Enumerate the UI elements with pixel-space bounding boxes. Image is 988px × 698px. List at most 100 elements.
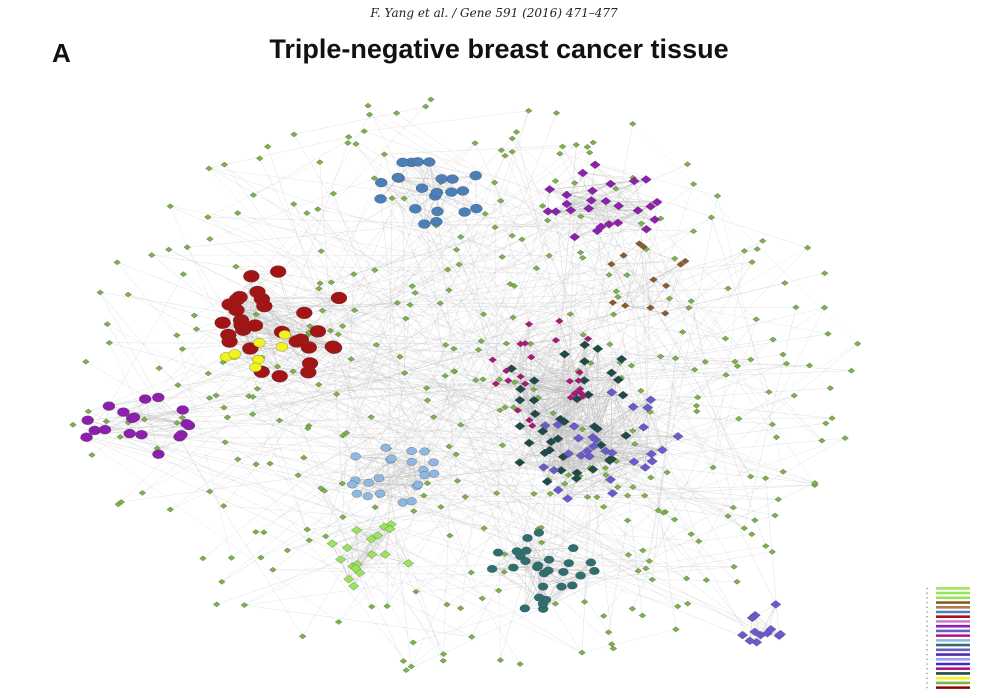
network-edge [229,341,311,364]
network-node [232,263,240,270]
network-edge [443,371,455,655]
network-node [375,177,388,188]
network-node [326,539,338,548]
network-edge [492,359,533,426]
network-node [509,314,517,321]
network-edge [158,395,249,398]
network-node [593,494,601,500]
network-node [632,206,644,215]
network-node [453,478,462,484]
network-node [537,582,549,591]
network-edge [346,211,465,433]
network-edge [578,399,651,439]
network-node [214,316,231,329]
network-edge [525,561,540,598]
network-edge [610,467,646,480]
network-edge [347,547,386,555]
network-edge [478,349,816,484]
network-edge [348,530,357,580]
network-node [458,207,471,217]
network-edge [253,131,365,196]
network-edge [239,296,319,332]
network-edge [433,260,686,418]
network-node [533,528,545,537]
network-edge [379,451,425,494]
network-node [508,232,516,239]
network-node [98,425,112,435]
network-edge [359,554,386,574]
network-node [411,157,424,167]
network-node [569,232,581,242]
network-edge [471,479,549,637]
network-node [386,454,397,463]
network-node [550,207,562,216]
network-node [637,220,645,227]
network-edge [277,180,556,367]
network-edge [525,547,574,562]
network-node [478,595,486,602]
network-edge [342,274,355,518]
network-edge [331,213,486,544]
network-edge [374,178,520,463]
network-edge [208,168,642,224]
network-edge [555,340,580,373]
network-node [290,201,298,207]
network-node [469,170,482,181]
network-node [612,375,624,384]
network-node [332,391,341,397]
network-edge [292,371,546,426]
network-edge [578,370,699,542]
network-node [541,477,553,486]
network-node [306,323,314,329]
network-node [645,395,657,404]
network-edge [426,372,612,389]
network-node [303,210,311,216]
network-edge [194,187,423,316]
network-node [495,376,504,383]
network-edge [352,484,485,529]
network-node [691,366,699,373]
network-edge [537,567,540,598]
network-edge [371,307,825,418]
network-node [651,197,663,207]
network-edge [559,153,718,197]
network-edge [355,450,412,457]
network-node [545,437,557,447]
network-edge [338,397,571,623]
network-edge [491,568,540,598]
network-edge [524,586,544,609]
network-node [687,298,695,304]
network-node [206,488,214,495]
network-edge [624,246,644,306]
network-edge [319,162,343,484]
network-edge [592,190,647,230]
network-node [437,504,445,510]
network-edge [132,409,183,419]
network-edge [121,461,412,503]
network-node [551,337,561,344]
network-node [339,432,347,439]
network-node [303,526,311,533]
network-edge [108,398,146,407]
network-edge [293,134,528,539]
network-edge [386,198,393,607]
network-edge [384,144,577,155]
network-node [648,576,656,583]
network-edge [520,343,582,394]
network-edge [754,515,776,521]
network-edge [374,269,628,276]
network-node [406,447,417,455]
network-edge [223,407,650,562]
network-edge [611,260,686,265]
network-edge [559,320,581,390]
network-node [582,390,594,399]
network-node [606,341,614,348]
network-edge [251,275,340,299]
network-node [80,432,93,442]
network-node [491,179,499,186]
network-edge [501,146,588,151]
network-edge [236,309,319,332]
network-edge [221,255,624,583]
network-edge [653,279,666,314]
network-edge [564,344,585,422]
